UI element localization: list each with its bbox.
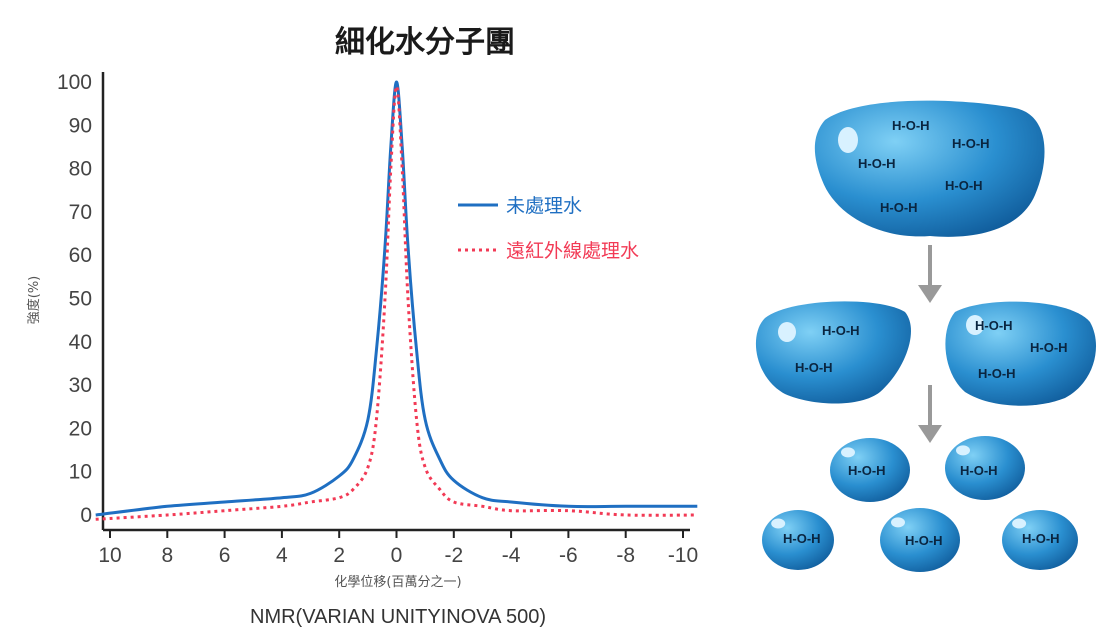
x-tick-label: 10	[98, 544, 121, 567]
droplet-highlight	[771, 518, 786, 529]
series-line-far-infrared	[95, 84, 698, 521]
legend-label-far-infrared: 遠紅外線處理水	[506, 240, 639, 262]
molecule-labels: H-O-H H-O-H H-O-H H-O-H H-O-H H-O-H H-O-H H-O-H…	[783, 118, 1068, 548]
y-tick-label: 40	[69, 331, 92, 354]
medium-water-cluster	[945, 301, 1097, 406]
water-molecule-label: H-O-H	[905, 533, 943, 548]
large-water-cluster	[814, 100, 1045, 237]
water-molecule-label: H-O-H	[945, 178, 983, 193]
droplet-highlight	[891, 517, 905, 528]
x-tick-label: 2	[333, 544, 345, 567]
x-tick-label: 0	[391, 544, 403, 567]
chart-title: 細化水分子團	[335, 25, 515, 60]
large-cluster-highlight	[838, 127, 858, 153]
y-tick-label: 60	[69, 244, 92, 267]
x-tick-label: 4	[276, 544, 288, 567]
small-water-molecules	[762, 436, 1078, 572]
droplet-highlight	[956, 445, 970, 456]
medium-cluster-highlight	[778, 322, 796, 342]
water-molecule-label: H-O-H	[795, 360, 833, 375]
series-line-untreated	[95, 80, 698, 517]
water-molecule-label: H-O-H	[783, 531, 821, 546]
water-molecule-label: H-O-H	[975, 318, 1013, 333]
x-tick-marks	[109, 530, 684, 538]
y-tick-label: 30	[69, 374, 92, 397]
water-molecule-label: H-O-H	[858, 156, 896, 171]
water-molecule-label: H-O-H	[978, 366, 1016, 381]
x-tick-label: -6	[559, 544, 578, 567]
y-tick-label: 20	[69, 417, 92, 440]
medium-water-cluster	[755, 301, 911, 404]
medium-cluster-highlight	[966, 315, 984, 335]
legend: 未處理水 遠紅外線處理水	[458, 195, 639, 262]
y-tick-label: 100	[57, 71, 92, 94]
legend-label-untreated: 未處理水	[506, 195, 582, 217]
x-axis-label: 化學位移(百萬分之一)	[334, 575, 461, 590]
y-tick-label: 90	[69, 114, 92, 137]
droplet-highlight	[841, 447, 855, 458]
x-tick-label: -2	[444, 544, 463, 567]
water-cluster-illustration: H-O-H H-O-H H-O-H H-O-H H-O-H H-O-H H-O-H H-O-H…	[755, 100, 1097, 572]
water-molecule-label: H-O-H	[880, 200, 918, 215]
y-tick-label: 80	[69, 158, 92, 181]
x-tick-label: -8	[616, 544, 635, 567]
x-tick-label: 8	[161, 544, 173, 567]
x-tick-label: 6	[219, 544, 231, 567]
arrow-down-icon	[918, 245, 942, 303]
droplet-highlight	[1012, 518, 1027, 529]
water-molecule-label: H-O-H	[1030, 340, 1068, 355]
water-molecule-label: H-O-H	[848, 463, 886, 478]
y-tick-labels: 0 10 20 30 40 50 60 70 80 90 100	[57, 71, 92, 527]
water-molecule-label: H-O-H	[952, 136, 990, 151]
instrument-caption: NMR(VARIAN UNITYINOVA 500)	[250, 606, 546, 628]
y-tick-label: 70	[69, 201, 92, 224]
series-layer	[95, 80, 698, 521]
water-molecule-label: H-O-H	[892, 118, 930, 133]
water-molecule-label: H-O-H	[822, 323, 860, 338]
y-tick-label: 0	[80, 504, 92, 527]
y-tick-label: 10	[69, 461, 92, 484]
water-molecule-label: H-O-H	[960, 463, 998, 478]
x-tick-label: -4	[502, 544, 521, 567]
y-axis-label: 強度(%)	[26, 276, 42, 325]
water-molecule-label: H-O-H	[1022, 531, 1060, 546]
arrow-down-icon	[918, 385, 942, 443]
x-tick-label: -10	[668, 544, 698, 567]
y-tick-label: 50	[69, 288, 92, 311]
x-tick-labels: 10 8 6 4 2 0 -2 -4 -6 -8 -10	[98, 544, 698, 567]
